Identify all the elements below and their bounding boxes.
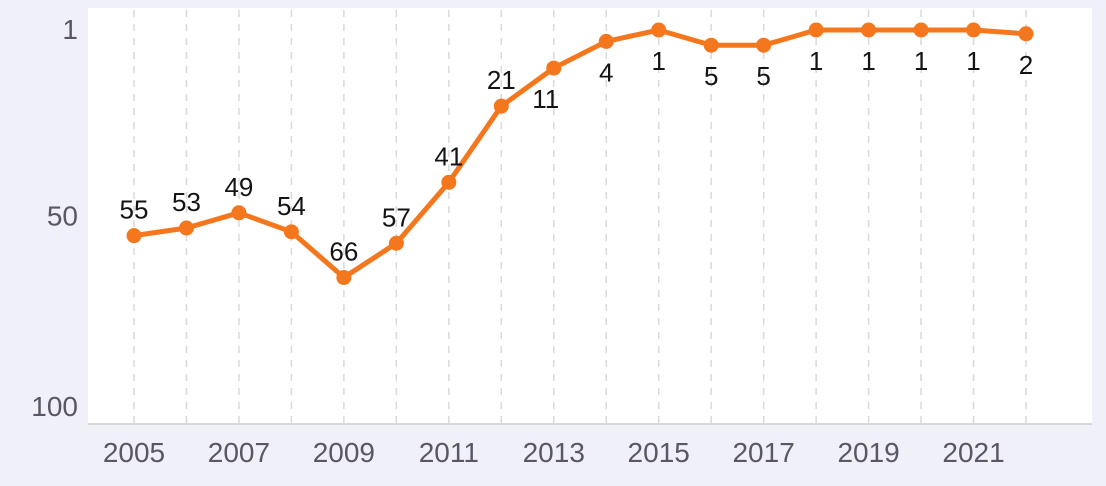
- y-axis-tick-label: 50: [47, 201, 78, 232]
- data-label: 21: [487, 65, 516, 95]
- data-label: 4: [599, 57, 613, 87]
- data-point[interactable]: [703, 37, 719, 53]
- data-point[interactable]: [493, 98, 509, 114]
- data-label: 5: [704, 61, 718, 91]
- data-point[interactable]: [231, 205, 247, 221]
- data-label: 57: [382, 202, 411, 232]
- data-point[interactable]: [388, 235, 404, 251]
- y-axis-tick-label: 1: [62, 14, 78, 45]
- data-label: 1: [809, 46, 823, 76]
- data-label: 1: [966, 46, 980, 76]
- x-axis-tick-label: 2015: [628, 437, 690, 468]
- data-point[interactable]: [441, 174, 457, 190]
- data-label: 11: [532, 84, 559, 114]
- data-label: 55: [120, 195, 149, 225]
- data-label: 1: [861, 46, 875, 76]
- data-label: 1: [914, 46, 928, 76]
- data-label: 1: [651, 46, 665, 76]
- x-axis-tick-label: 2021: [942, 437, 1004, 468]
- data-point[interactable]: [808, 22, 824, 38]
- x-axis-tick-label: 2007: [208, 437, 270, 468]
- data-point[interactable]: [283, 224, 299, 240]
- data-label: 5: [756, 61, 770, 91]
- data-label: 54: [277, 191, 306, 221]
- x-axis-tick-label: 2005: [103, 437, 165, 468]
- data-point[interactable]: [756, 37, 772, 53]
- data-point[interactable]: [598, 33, 614, 49]
- data-label: 41: [434, 141, 463, 171]
- data-point[interactable]: [178, 220, 194, 236]
- x-axis-tick-label: 2017: [732, 437, 794, 468]
- y-axis-tick-label: 100: [31, 391, 78, 422]
- data-label: 2: [1019, 50, 1033, 80]
- x-axis-tick-label: 2013: [523, 437, 585, 468]
- plot-area: [88, 8, 1092, 424]
- data-label: 49: [224, 172, 253, 202]
- x-axis-tick-label: 2009: [313, 437, 375, 468]
- data-point[interactable]: [651, 22, 667, 38]
- data-point[interactable]: [966, 22, 982, 38]
- data-point[interactable]: [336, 270, 352, 286]
- data-point[interactable]: [126, 228, 142, 244]
- data-point[interactable]: [1018, 26, 1034, 42]
- data-point[interactable]: [913, 22, 929, 38]
- data-label: 66: [329, 237, 358, 267]
- x-axis-tick-label: 2011: [419, 437, 479, 468]
- data-point[interactable]: [546, 60, 562, 76]
- rank-series-line: [131, 27, 1029, 281]
- data-point[interactable]: [861, 22, 877, 38]
- x-axis-tick-label: 2019: [837, 437, 899, 468]
- data-label: 53: [172, 187, 201, 217]
